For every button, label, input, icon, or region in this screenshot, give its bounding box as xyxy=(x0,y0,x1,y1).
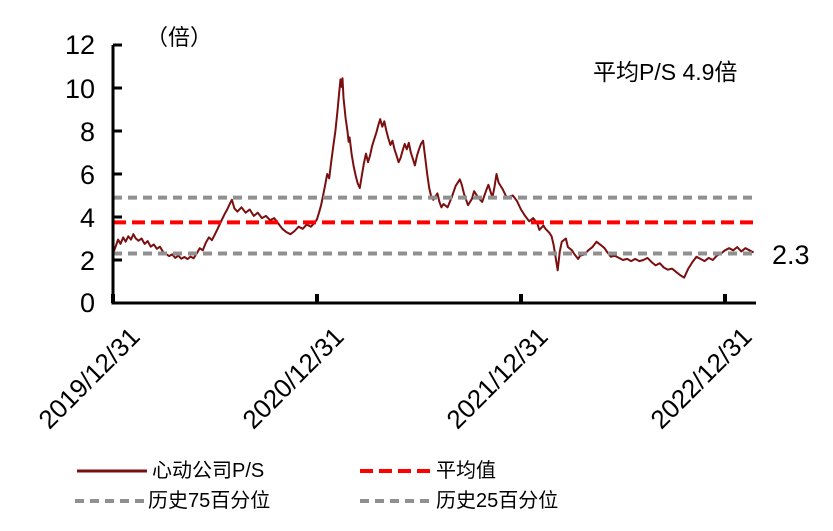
y-tick-label: 2 xyxy=(79,246,95,276)
last-value-label: 2.3 xyxy=(772,240,810,270)
y-tick-label: 8 xyxy=(79,117,95,147)
p25-line-legend-marker xyxy=(360,499,430,503)
series-line-legend-marker xyxy=(77,469,147,473)
average-ps-annotation: 平均P/S 4.9倍 xyxy=(593,59,738,85)
y-tick-label: 0 xyxy=(79,288,95,318)
legend-label-p75: 历史75百分位 xyxy=(148,490,271,512)
mean-line-legend-marker xyxy=(360,469,430,473)
legend-label-series: 心动公司P/S xyxy=(152,460,265,482)
y-tick-label: 10 xyxy=(64,74,95,104)
ps-series-line xyxy=(112,77,755,279)
y-tick-label: 6 xyxy=(79,160,95,190)
p75-line-legend-marker xyxy=(75,499,145,503)
legend-label-mean: 平均值 xyxy=(436,460,496,482)
y-tick-label: 4 xyxy=(79,203,95,233)
y-tick-label: 12 xyxy=(64,30,95,60)
y-axis-unit-label: （倍） xyxy=(146,25,213,50)
legend-label-p25: 历史25百分位 xyxy=(436,490,559,512)
